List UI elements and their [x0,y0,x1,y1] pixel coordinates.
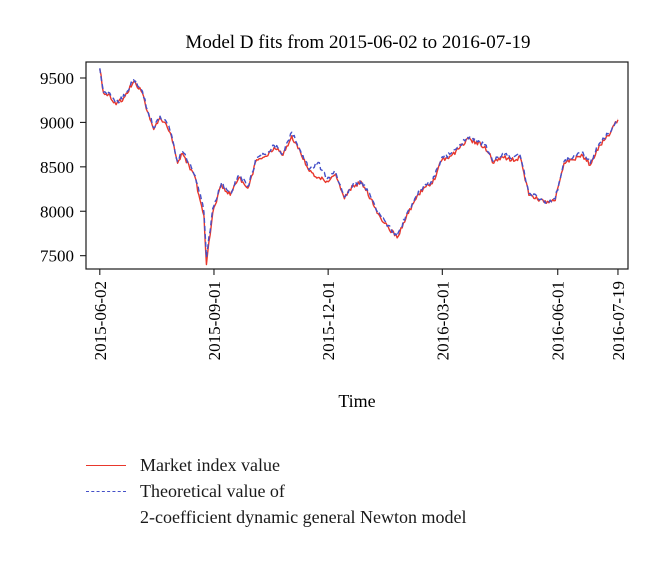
legend-swatch-solid [86,464,126,466]
x-tick-label: 2015-12-01 [319,281,338,360]
series-line-theoretical-value [99,68,619,259]
y-tick-label: 9500 [40,69,74,88]
x-tick-label: 2015-06-02 [91,281,110,360]
x-tick-label: 2016-07-19 [609,281,628,360]
x-tick-label: 2016-03-01 [433,281,452,360]
x-tick-label: 2016-06-01 [549,281,568,360]
y-tick-label: 8000 [40,202,74,221]
y-tick-label: 9000 [40,113,74,132]
x-axis-title: Time [338,391,375,411]
y-tick-label: 7500 [40,247,74,266]
x-axis: 2015-06-02 2015-09-01 2015-12-01 2016-03-01… [91,269,628,360]
x-tick-label: 2015-09-01 [205,281,224,360]
plot-area-frame [85,61,629,270]
legend: Market index value Theoretical value of … [86,452,467,530]
series-line-market-index [99,68,619,266]
y-axis: 7500 8000 8500 9000 9500 [40,69,86,266]
legend-label-theoretical-continued: 2-coefficient dynamic general Newton mod… [140,507,467,527]
legend-label-theoretical: Theoretical value of [140,481,285,501]
legend-entry-market: Market index value [86,452,467,478]
chart-title: Model D fits from 2015-06-02 to 2016-07-… [185,32,530,53]
legend-swatch-dashed [86,490,126,492]
legend-entry-theoretical: Theoretical value of [86,478,467,504]
series-layer [99,68,619,266]
y-tick-label: 8500 [40,158,74,177]
legend-label-market: Market index value [140,455,280,475]
